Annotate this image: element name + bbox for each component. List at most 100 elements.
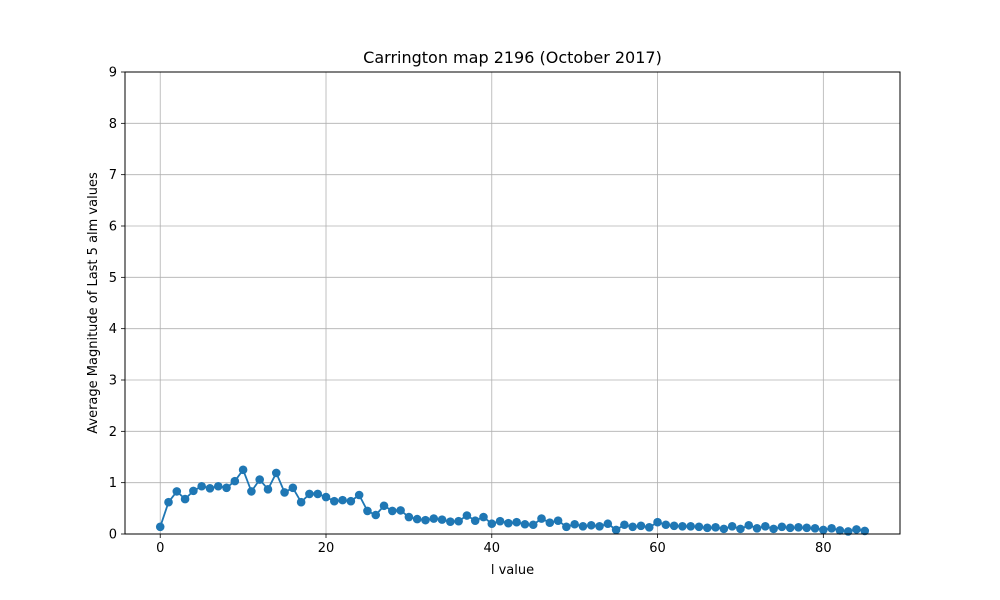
data-point bbox=[329, 496, 339, 506]
data-point bbox=[172, 487, 182, 496]
data-point bbox=[802, 523, 812, 533]
data-point bbox=[711, 523, 720, 532]
data-point bbox=[528, 520, 538, 530]
y-axis-ticks: 0 1 2 3 4 5 6 7 8 9 bbox=[109, 66, 125, 543]
data-point bbox=[155, 522, 165, 532]
data-point bbox=[363, 506, 372, 516]
data-point bbox=[744, 520, 754, 530]
data-point bbox=[512, 517, 521, 527]
data-point bbox=[495, 516, 505, 526]
data-point bbox=[404, 512, 414, 522]
data-point bbox=[686, 522, 696, 531]
data-point bbox=[586, 520, 596, 530]
data-point bbox=[230, 476, 240, 486]
data-point bbox=[412, 514, 422, 524]
data-point bbox=[860, 526, 870, 536]
data-point bbox=[296, 497, 306, 507]
data-point bbox=[769, 524, 778, 534]
data-point bbox=[263, 485, 273, 494]
data-point bbox=[636, 521, 646, 531]
plot-frame bbox=[124, 71, 901, 535]
data-point bbox=[669, 521, 679, 531]
data-point bbox=[346, 496, 356, 506]
data-point bbox=[553, 516, 563, 525]
data-point bbox=[736, 524, 745, 534]
y-tick-label: 1 bbox=[109, 476, 117, 491]
data-point bbox=[537, 514, 546, 523]
y-axis-label: Average Magnitude of Last 5 alm values bbox=[86, 172, 101, 434]
y-tick-label: 3 bbox=[109, 374, 117, 389]
data-point bbox=[313, 489, 323, 499]
data-point bbox=[354, 490, 364, 500]
data-point bbox=[785, 523, 795, 533]
x-axis-label: l value bbox=[491, 563, 534, 578]
data-point bbox=[810, 524, 820, 533]
data-point bbox=[388, 506, 397, 516]
y-tick-label: 5 bbox=[109, 271, 117, 286]
x-axis-ticks: 0 20 40 60 80 bbox=[156, 534, 832, 556]
data-point bbox=[694, 522, 704, 532]
x-tick-label: 20 bbox=[318, 541, 335, 556]
data-series bbox=[155, 465, 870, 536]
data-point bbox=[470, 516, 480, 525]
data-point bbox=[321, 492, 331, 502]
data-point bbox=[752, 524, 762, 533]
data-point bbox=[213, 481, 223, 491]
data-point bbox=[421, 515, 430, 525]
data-point bbox=[180, 494, 190, 504]
data-point bbox=[189, 486, 198, 496]
data-point bbox=[429, 514, 439, 523]
data-point bbox=[761, 522, 770, 531]
data-point bbox=[727, 522, 737, 531]
data-point bbox=[379, 501, 389, 511]
data-point bbox=[562, 522, 571, 532]
data-point bbox=[835, 526, 845, 535]
data-point bbox=[164, 497, 173, 507]
data-point bbox=[205, 484, 215, 493]
data-point bbox=[777, 522, 787, 532]
x-tick-label: 0 bbox=[156, 541, 164, 556]
data-point bbox=[595, 522, 604, 531]
data-point bbox=[479, 512, 488, 522]
data-point bbox=[247, 487, 256, 496]
data-point bbox=[504, 518, 513, 528]
data-point bbox=[702, 523, 712, 533]
data-point bbox=[570, 519, 579, 529]
data-point bbox=[644, 523, 654, 532]
data-point bbox=[305, 489, 314, 499]
data-point bbox=[288, 483, 298, 493]
y-tick-label: 4 bbox=[109, 322, 117, 337]
data-point bbox=[661, 520, 671, 530]
data-point bbox=[603, 519, 613, 529]
data-point bbox=[819, 525, 828, 535]
data-point bbox=[578, 522, 588, 531]
y-tick-label: 9 bbox=[109, 66, 117, 81]
y-tick-label: 6 bbox=[109, 220, 117, 235]
data-point bbox=[462, 511, 472, 520]
data-point bbox=[852, 525, 861, 534]
data-point bbox=[794, 523, 803, 532]
data-point bbox=[620, 520, 629, 530]
data-point bbox=[446, 517, 455, 526]
data-point bbox=[678, 522, 687, 531]
data-point bbox=[719, 524, 729, 534]
data-point bbox=[653, 517, 662, 527]
y-tick-label: 8 bbox=[109, 117, 117, 132]
data-point bbox=[396, 506, 405, 515]
data-point bbox=[371, 510, 381, 520]
data-point bbox=[338, 495, 347, 505]
data-point bbox=[487, 519, 497, 529]
data-point bbox=[255, 475, 264, 484]
data-point bbox=[271, 468, 281, 478]
data-point bbox=[280, 488, 289, 497]
data-point bbox=[827, 524, 836, 533]
data-point bbox=[545, 518, 555, 528]
data-point bbox=[238, 465, 248, 475]
chart-title: Carrington map 2196 (October 2017) bbox=[363, 48, 662, 67]
x-tick-label: 80 bbox=[815, 541, 832, 556]
data-point bbox=[437, 515, 447, 524]
data-point bbox=[454, 516, 463, 526]
y-tick-label: 2 bbox=[109, 425, 117, 440]
